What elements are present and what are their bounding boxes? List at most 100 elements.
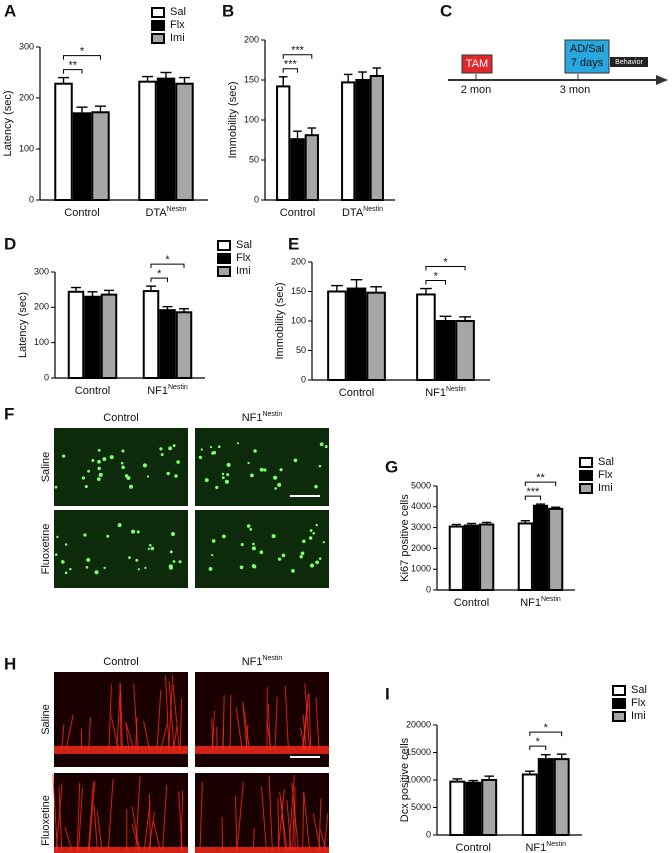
bar (435, 320, 456, 381)
cell (137, 568, 140, 571)
significance-bracket (529, 731, 563, 737)
cell (170, 531, 176, 537)
micrograph-bg (195, 773, 329, 853)
dendrite (179, 698, 183, 750)
dendrite (274, 697, 278, 750)
dendrite (235, 707, 243, 750)
cell (277, 482, 282, 487)
cell (315, 560, 319, 565)
cell (129, 484, 134, 489)
dendrite (148, 812, 155, 851)
panel-label: D (4, 234, 16, 253)
dendrite (88, 717, 92, 750)
dendrite (168, 684, 173, 750)
cell (168, 446, 173, 451)
legend-swatch (612, 685, 626, 696)
dendrite (162, 784, 168, 851)
bar (156, 77, 176, 201)
dendrite (221, 817, 224, 851)
significance-label: * (443, 256, 448, 268)
cell (315, 523, 318, 527)
dendrite (284, 685, 289, 750)
dendrite (76, 782, 81, 851)
dendrite (318, 798, 322, 851)
row-label: Fluoxetine (40, 524, 52, 575)
dendrite (178, 791, 183, 851)
bar (521, 773, 538, 836)
cell (150, 546, 155, 551)
y-tick-label: 200 (19, 92, 34, 102)
micrograph (195, 672, 329, 767)
cell (142, 463, 147, 468)
cell (302, 539, 306, 544)
dendrite (302, 714, 307, 750)
bar (479, 523, 495, 591)
cell (117, 523, 122, 528)
dendrite (143, 802, 151, 851)
cell (299, 555, 303, 559)
cell (204, 478, 209, 483)
y-tick-label: 100 (291, 315, 306, 325)
dendrite (211, 718, 214, 750)
y-axis-label: Dcx positive cells (399, 737, 411, 822)
micrograph (54, 672, 188, 767)
bar (175, 311, 193, 379)
timeline: TAM AD/Sal 7 days Behavior 2 mon 3 mon (448, 39, 668, 96)
significance-label: * (157, 268, 162, 280)
x-tick-label: Control (75, 385, 110, 397)
x-tick-label-main: Control (75, 385, 110, 397)
cell (97, 448, 101, 452)
cell (291, 568, 295, 573)
legend-swatch (151, 20, 165, 31)
bar (341, 81, 356, 201)
dendrite (288, 774, 295, 851)
dendrite (77, 787, 84, 851)
legend-label: Sal (631, 684, 647, 696)
time-label: 3 mon (560, 84, 591, 96)
micrograph-bg (195, 428, 329, 506)
cell (106, 534, 110, 538)
event-label: AD/Sal (570, 43, 604, 55)
cell (159, 447, 163, 451)
dendrite (229, 694, 232, 750)
cell (252, 542, 255, 546)
cell (208, 567, 213, 571)
legend-swatch (579, 457, 593, 468)
y-tick-label: 15000 (406, 747, 431, 757)
cell (131, 529, 136, 534)
tam-box (461, 54, 493, 74)
y-tick-label: 0 (29, 194, 34, 204)
significance-bracket (529, 745, 547, 751)
legend-label: Flx (598, 469, 613, 481)
dendrite (235, 795, 238, 851)
cell (172, 444, 176, 448)
significance-bracket (282, 54, 313, 59)
cell (94, 570, 99, 575)
cell (172, 560, 176, 563)
bar (142, 290, 160, 379)
dendrite (64, 826, 73, 852)
cell (126, 476, 131, 480)
cell (148, 543, 152, 547)
cell (198, 455, 203, 459)
cell (215, 485, 219, 490)
x-tick-label: NF1Nestin (520, 596, 561, 609)
panel-label: F (4, 404, 14, 423)
x-tick-label: Control (456, 842, 491, 853)
dendrite (291, 782, 300, 851)
cell (121, 449, 125, 453)
cell (319, 442, 324, 447)
dendrite (88, 780, 96, 851)
x-tick-label: NF1Nestin (525, 841, 566, 853)
micrograph (54, 428, 188, 506)
dendrite (135, 775, 141, 851)
dendrite (65, 714, 74, 750)
cell (293, 458, 298, 463)
row-label: Saline (40, 452, 52, 483)
cell (128, 556, 131, 559)
cell (309, 529, 313, 532)
dendrite (304, 683, 311, 750)
cell (85, 566, 89, 569)
significance-bracket (425, 280, 446, 285)
